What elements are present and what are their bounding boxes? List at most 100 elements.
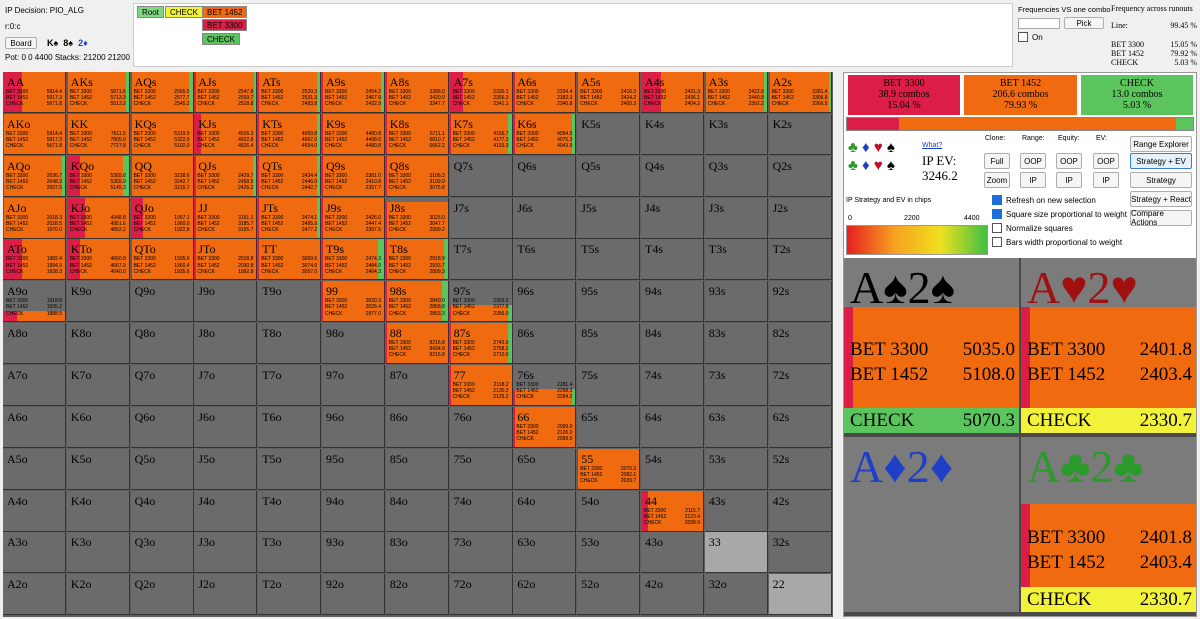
hand-cell[interactable]: Q8o	[130, 323, 194, 365]
tree-node-bet-1452[interactable]: BET 1452	[202, 6, 248, 18]
hand-cell[interactable]: A5o	[3, 448, 66, 490]
strategy-ev-button[interactable]: Strategy + EV	[1130, 153, 1192, 169]
hand-cell[interactable]: 83s	[704, 323, 768, 365]
hand-cell[interactable]: T2s	[768, 239, 832, 281]
equity-oop-button[interactable]: OOP	[1056, 153, 1082, 169]
hand-cell[interactable]: 65o	[513, 448, 577, 490]
hand-cell[interactable]: 65s	[577, 406, 641, 448]
hand-cell[interactable]: BET 3300 2422.9 BET 1452 2440.8 CHECK 2392.2 A…	[704, 72, 768, 113]
hand-cell[interactable]: 73s	[704, 364, 768, 406]
hand-cell[interactable]: BET 3300 5871.6 BET 1452 5713.3 CHECK 5513.2 A…	[66, 72, 130, 113]
hand-cell[interactable]: BET 3300 2416.3 BET 1452 2424.2 CHECK 2400.3 A…	[577, 72, 641, 113]
hand-cell[interactable]: A3o	[3, 532, 66, 574]
combo-card[interactable]: BET 3300 5035.0 BET 1452 5108.0 CHECK 5070.3 A…	[844, 258, 1019, 433]
hand-cell[interactable]: BET 3300 2429.7 BET 1452 2458.5 CHECK 2426.2 Q…	[194, 155, 258, 197]
hand-cell[interactable]: 95s	[577, 281, 641, 323]
hand-cell[interactable]: 64o	[513, 490, 577, 532]
hand-cell[interactable]: K8o	[66, 323, 130, 365]
hand-cell[interactable]: J2s	[768, 197, 832, 239]
hand-cell[interactable]: BET 3300 1935.6 BET 1452 1960.4 CHECK 1935.6 Q…	[130, 239, 194, 281]
hand-cell[interactable]: BET 3300 4156.7 BET 1452 4177.3 CHECK 4153.3 K…	[449, 113, 513, 155]
hand-cell[interactable]: K9o	[66, 281, 130, 323]
diamond-icon[interactable]: ♦	[862, 157, 870, 174]
hand-cell[interactable]: 54o	[577, 490, 641, 532]
hand-cell[interactable]: T9o	[258, 281, 322, 323]
hand-cell[interactable]: BET 3300 3025.0 BET 1452 3047.7 CHECK 2999.2 J…	[385, 197, 449, 239]
hand-cell[interactable]: 53o	[577, 532, 641, 574]
strategy-button[interactable]: Strategy	[1130, 172, 1192, 188]
hand-cell[interactable]: 54s	[641, 448, 704, 490]
hand-cell[interactable]: 94s	[641, 281, 704, 323]
spade-icon[interactable]: ♠	[886, 157, 895, 174]
hand-cell[interactable]: Q6s	[513, 155, 577, 197]
hand-cell[interactable]: BET 3300 3151.1 BET 1452 3185.7 CHECK 3155.7 J…	[194, 197, 258, 239]
hand-cell[interactable]: 98o	[322, 323, 385, 365]
hand-cell[interactable]: Q7o	[130, 364, 194, 406]
hand-cell[interactable]: BET 3300 4660.8 BET 1452 4667.9 CHECK 4640.0 K…	[66, 239, 130, 281]
hand-cell[interactable]: 72s	[768, 364, 832, 406]
on-checkbox[interactable]: On	[1018, 32, 1043, 42]
hand-cell[interactable]: K2o	[66, 574, 130, 616]
hand-cell[interactable]: 92o	[322, 574, 385, 616]
hand-cell[interactable]: 52o	[577, 574, 641, 616]
hand-cell[interactable]: 73o	[449, 532, 513, 574]
option-checkbox[interactable]: Bars width proportional to weight	[992, 237, 1122, 247]
hand-cell[interactable]: BET 3300 2918.9 BET 1452 2933.7 CHECK 2899.3 T…	[385, 239, 449, 281]
hand-cell[interactable]: BET 3300 3020.3 BET 1452 3026.4 CHECK 2977.0 9…	[322, 281, 385, 323]
club-icon[interactable]: ♣	[848, 139, 858, 156]
hand-cell[interactable]: Q5s	[577, 155, 641, 197]
combo-input[interactable]	[1018, 18, 1060, 29]
hand-cell[interactable]: 32o	[704, 574, 768, 616]
hand-cell[interactable]: BET 3300 2454.2 BET 1452 2467.9 CHECK 2432.9 A…	[322, 72, 385, 113]
hand-cell[interactable]: K5s	[577, 113, 641, 155]
hand-cell[interactable]: Q3o	[130, 532, 194, 574]
hand-cell[interactable]: BET 3300 2281.4 BET 1452 2298.3 CHECK 2284.2 7…	[513, 364, 577, 406]
hand-cell[interactable]: 93s	[704, 281, 768, 323]
hand-cell[interactable]: J9o	[194, 281, 258, 323]
hand-cell[interactable]: BET 3300 2840.0 BET 1452 2868.8 CHECK 2853.3 9…	[385, 281, 449, 323]
hand-cell[interactable]: BET 3300 2547.8 BET 1452 2559.7 CHECK 2518.8 A…	[194, 72, 258, 113]
range-explorer-button[interactable]: Range Explorer	[1130, 136, 1192, 152]
hand-cell[interactable]: 22	[768, 574, 832, 616]
spade-icon[interactable]: ♠	[886, 139, 895, 156]
hand-cell[interactable]: BET 3300 2099.0 BET 1452 2126.0 CHECK 2099.0 6…	[513, 406, 577, 448]
option-checkbox[interactable]: Square size proportional to weight	[992, 209, 1127, 219]
hand-cell[interactable]: 52s	[768, 448, 832, 490]
hand-cell[interactable]: J3s	[704, 197, 768, 239]
hand-cell[interactable]: 53s	[704, 448, 768, 490]
zoom-button[interactable]: Zoom	[984, 172, 1010, 188]
hand-cell[interactable]: A8o	[3, 323, 66, 365]
hand-cell[interactable]: A2o	[3, 574, 66, 616]
hand-cell[interactable]: BET 3300 5914.4 BET 1452 5917.3 CHECK 5671.8 A…	[3, 72, 66, 113]
hand-cell[interactable]: T3o	[258, 532, 322, 574]
hand-cell[interactable]: 96o	[322, 406, 385, 448]
hand-cell[interactable]: Q9o	[130, 281, 194, 323]
hand-cell[interactable]: 87o	[385, 364, 449, 406]
hand-cell[interactable]: T5o	[258, 448, 322, 490]
hand-cell[interactable]: K6o	[66, 406, 130, 448]
hand-cell[interactable]: BET 3300 2381.0 BET 1452 2410.8 CHECK 2397.7 Q…	[322, 155, 385, 197]
hand-cell[interactable]: Q7s	[449, 155, 513, 197]
hand-cell[interactable]: 63s	[704, 406, 768, 448]
hand-cell[interactable]: 94o	[322, 490, 385, 532]
hand-cell[interactable]: BET 3300 4054.5 BET 1452 4075.3 CHECK 4043.9 K…	[513, 113, 577, 155]
summary-bet-3300[interactable]: BET 3300 38.9 combos 15.04 %	[848, 75, 960, 115]
equity-ip-button[interactable]: IP	[1056, 172, 1082, 188]
hand-cell[interactable]: 97o	[322, 364, 385, 406]
hand-cell[interactable]: A6o	[3, 406, 66, 448]
club-icon[interactable]: ♣	[848, 157, 858, 174]
full-button[interactable]: Full	[984, 153, 1010, 169]
hand-cell[interactable]: 86s	[513, 323, 577, 365]
hand-cell[interactable]: BET 3300 2520.3 BET 1452 2531.3 CHECK 2483.8 A…	[258, 72, 322, 113]
hand-cell[interactable]: BET 3300 5365.8 BET 1452 5365.9 CHECK 5145.3 K…	[66, 155, 130, 197]
hand-cell[interactable]: Q2s	[768, 155, 832, 197]
hand-cell[interactable]: BET 3300 2369.2 BET 1452 2377.8 CHECK 2356.0 9…	[449, 281, 513, 323]
hand-cell[interactable]: 32s	[768, 532, 832, 574]
hand-cell[interactable]: BET 3300 2118.2 BET 1452 2130.2 CHECK 2125.2 7…	[449, 364, 513, 406]
hand-cell[interactable]: BET 3300 4916.3 BET 1452 4922.8 CHECK 4826.4 K…	[194, 113, 258, 155]
hand-cell[interactable]: T4s	[641, 239, 704, 281]
combo-card[interactable]: A♦2♦	[844, 437, 1019, 612]
hand-cell[interactable]: 82s	[768, 323, 832, 365]
hand-cell[interactable]: 74o	[449, 490, 513, 532]
hand-cell[interactable]: T8o	[258, 323, 322, 365]
